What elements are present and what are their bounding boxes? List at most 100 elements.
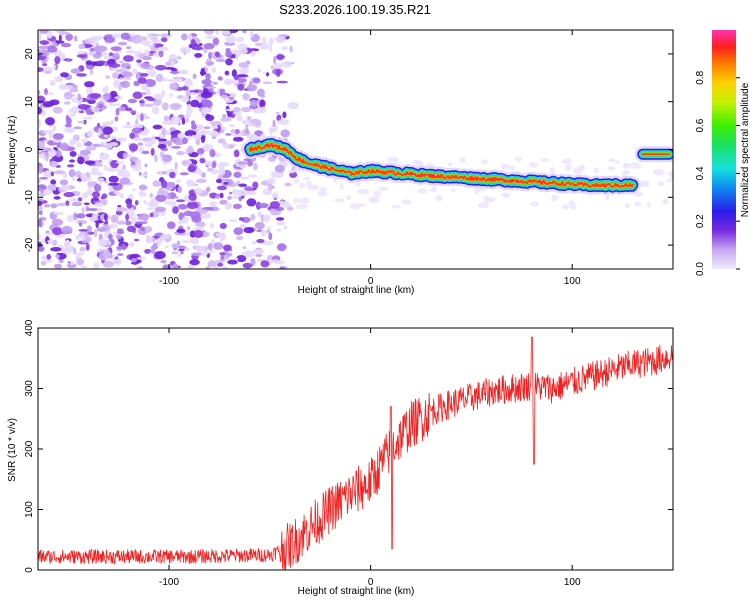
noise-blob <box>276 228 282 232</box>
noise-blob <box>125 154 133 158</box>
noise-blob <box>63 101 71 105</box>
noise-blob <box>110 119 114 125</box>
snr-panel: -100 0 100 0 100 200 300 400 Height of straigh… <box>7 319 674 597</box>
noise-blob <box>162 154 173 162</box>
noise-blob <box>277 118 290 126</box>
y-tick-label: 300 <box>24 380 35 397</box>
noise-blob <box>122 152 128 159</box>
noise-blob <box>220 254 225 261</box>
noise-blob <box>92 200 103 204</box>
faint-blob <box>435 194 443 202</box>
noise-blob <box>260 133 266 137</box>
noise-blob <box>112 72 119 79</box>
noise-blob <box>208 51 213 59</box>
noise-blob <box>75 213 86 219</box>
noise-blob <box>102 250 112 258</box>
noise-blob <box>94 220 104 224</box>
noise-blob <box>133 80 140 87</box>
noise-blob <box>281 61 293 68</box>
noise-blob <box>238 183 247 187</box>
noise-blob <box>225 50 233 58</box>
snr-series-layer <box>38 336 673 570</box>
noise-blob <box>184 112 191 119</box>
x-tick-label: 100 <box>564 577 581 588</box>
faint-blob <box>354 181 361 187</box>
noise-blob <box>223 182 229 185</box>
noise-blob <box>209 201 218 207</box>
noise-blob <box>224 202 233 210</box>
noise-blob <box>82 116 94 120</box>
noise-blob <box>238 217 245 221</box>
noise-blob <box>160 233 170 240</box>
noise-blob <box>153 93 164 100</box>
faint-blob <box>528 162 539 168</box>
noise-blob <box>159 187 164 194</box>
noise-blob <box>215 259 226 263</box>
noise-blob <box>189 237 200 245</box>
noise-blob <box>151 106 160 115</box>
faint-blob <box>577 166 584 170</box>
noise-blob <box>63 192 75 198</box>
noise-blob <box>128 143 139 152</box>
noise-blob <box>161 127 167 136</box>
y-tick-label: -20 <box>24 237 35 252</box>
noise-blob <box>98 127 102 136</box>
faint-blob <box>530 200 539 207</box>
noise-blob <box>204 160 213 167</box>
noise-blob <box>188 193 197 201</box>
noise-blob <box>45 117 55 126</box>
noise-blob <box>60 72 69 78</box>
y-tick-label: -10 <box>24 190 35 205</box>
noise-blob <box>218 167 226 176</box>
noise-blob <box>164 200 175 205</box>
noise-blob <box>104 180 108 184</box>
noise-blob <box>92 191 100 199</box>
noise-blob <box>276 217 285 221</box>
noise-blob <box>268 37 274 46</box>
noise-blob <box>124 220 132 226</box>
noise-blob <box>95 162 104 167</box>
noise-blob <box>39 30 50 34</box>
noise-blob <box>63 91 73 100</box>
noise-blob <box>250 213 256 221</box>
noise-blob <box>146 97 156 102</box>
noise-blob <box>68 169 76 178</box>
noise-blob <box>225 133 232 136</box>
noise-blob <box>139 73 149 77</box>
noise-blob <box>136 59 142 63</box>
noise-blob <box>150 198 155 207</box>
noise-blob <box>207 260 217 268</box>
noise-blob <box>187 135 193 140</box>
faint-blob <box>668 171 673 177</box>
noise-blob <box>251 240 257 245</box>
noise-blob <box>76 219 88 225</box>
noise-blob <box>61 42 72 48</box>
noise-blob <box>274 164 285 173</box>
noise-blob <box>234 129 240 135</box>
noise-blob <box>268 44 273 53</box>
noise-blob <box>176 228 186 233</box>
noise-blob <box>47 92 54 95</box>
noise-blob <box>52 133 64 140</box>
faint-blob <box>334 198 345 203</box>
noise-blob <box>260 260 270 268</box>
noise-blob <box>38 32 42 41</box>
noise-blob <box>104 36 116 43</box>
noise-blob <box>238 196 242 202</box>
noise-blob <box>229 191 233 195</box>
noise-blob <box>184 79 193 88</box>
noise-blob <box>92 35 103 41</box>
noise-blob <box>185 117 189 123</box>
noise-blob <box>273 55 277 65</box>
noise-blob <box>75 234 80 241</box>
noise-blob <box>78 222 83 227</box>
noise-blob <box>69 150 77 157</box>
noise-blob <box>38 205 43 212</box>
noise-blob <box>252 248 265 255</box>
noise-blob <box>275 111 280 115</box>
noise-blob <box>124 77 132 80</box>
faint-blob <box>500 163 506 170</box>
noise-blob <box>190 99 200 108</box>
noise-blob <box>289 45 293 53</box>
faint-blob <box>339 183 344 190</box>
